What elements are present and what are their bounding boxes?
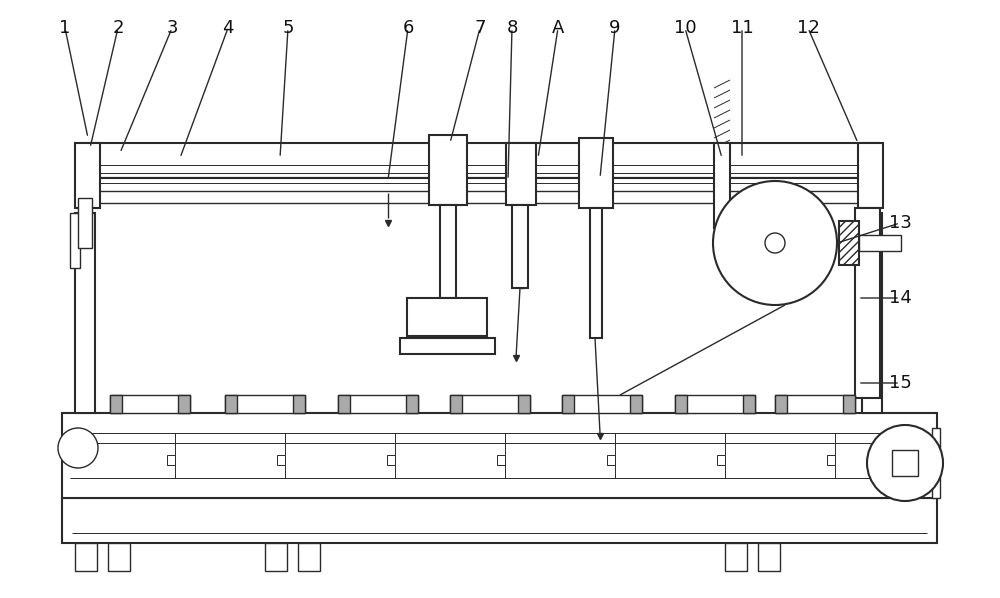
Text: 13: 13 [889,214,911,232]
Bar [775,395,855,413]
Bar [675,395,687,413]
Text: 15: 15 [889,374,911,392]
Bar [110,395,122,413]
Bar [843,395,855,413]
Bar [859,235,901,251]
Bar [775,395,787,413]
Bar [429,135,467,205]
Text: 14: 14 [889,289,911,307]
Bar [265,543,287,571]
Bar [858,143,883,208]
Bar [108,543,130,571]
Circle shape [713,181,837,305]
Bar [75,213,95,413]
Bar [590,208,602,338]
Text: 7: 7 [474,19,486,37]
Bar [839,221,859,265]
Bar [338,395,418,413]
Bar [579,138,613,208]
Bar [178,395,190,413]
Bar [298,543,320,571]
Bar [70,213,80,268]
Bar [758,543,780,571]
Text: 10: 10 [674,19,696,37]
Bar [75,543,97,571]
Text: 5: 5 [282,19,294,37]
Text: 3: 3 [166,19,178,37]
Bar [855,208,880,398]
Circle shape [765,233,785,253]
Bar [518,395,530,413]
Text: 8: 8 [506,19,518,37]
Bar [387,455,395,465]
Bar [725,543,747,571]
Text: A: A [552,19,564,37]
Bar [406,395,418,413]
Bar [407,298,487,336]
Text: 9: 9 [609,19,621,37]
Bar [506,143,536,205]
Bar [62,498,937,543]
Bar [110,395,190,413]
Bar [83,191,878,203]
Bar [75,143,100,208]
Text: 6: 6 [402,19,414,37]
Bar [562,395,574,413]
Bar [167,455,175,465]
Bar [400,338,495,354]
Bar [630,395,642,413]
Bar [607,455,615,465]
Bar [562,395,642,413]
Bar [862,213,882,413]
Circle shape [867,425,943,501]
Bar [827,455,835,465]
Bar [225,395,305,413]
Text: 11: 11 [731,19,753,37]
Text: 12: 12 [797,19,819,37]
Bar [338,395,350,413]
Bar [450,395,462,413]
Bar [675,395,755,413]
Text: 2: 2 [112,19,124,37]
Bar [277,455,285,465]
Bar [743,395,755,413]
Bar [892,450,918,476]
Text: 4: 4 [222,19,234,37]
Bar [78,198,92,248]
Bar [714,143,730,228]
Bar [62,413,937,498]
Bar [440,205,456,298]
Bar [717,455,725,465]
Circle shape [58,428,98,468]
Bar [83,143,878,178]
Bar [497,455,505,465]
Bar [225,395,237,413]
Bar [83,178,878,193]
Bar [450,395,530,413]
Text: 1: 1 [59,19,71,37]
Bar [512,205,528,288]
Bar [293,395,305,413]
Bar [932,428,940,498]
